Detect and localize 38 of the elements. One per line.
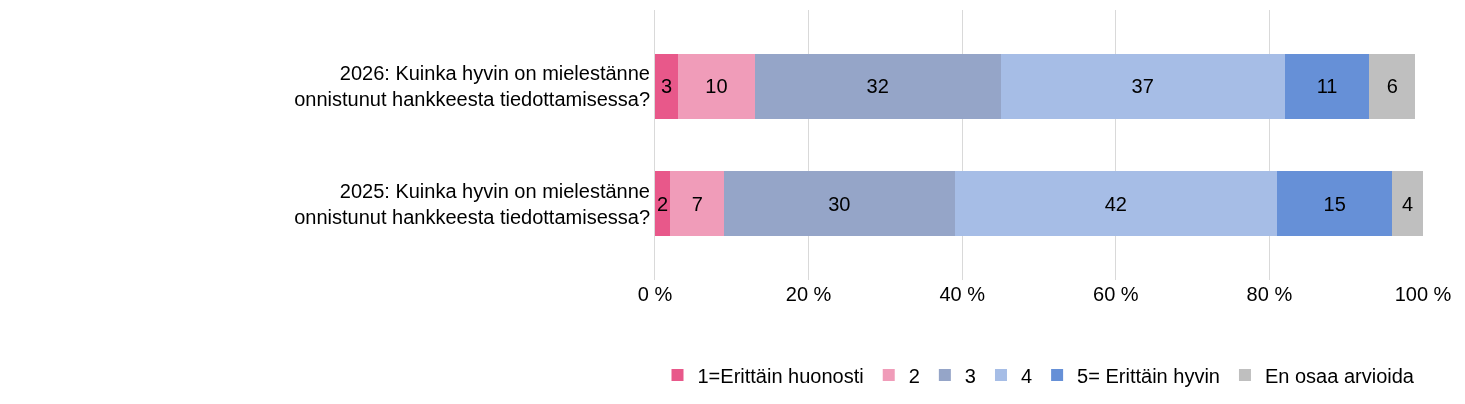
legend-label: 2	[908, 364, 920, 387]
data-label: 4	[1402, 192, 1414, 215]
bar	[754, 54, 1001, 119]
x-tick-label: 0 %	[637, 283, 673, 305]
legend-label: 5= Erittäin hyvin	[1077, 364, 1220, 387]
data-label: 6	[1386, 75, 1398, 98]
legend-label: 4	[1020, 364, 1033, 387]
y-tick-label: 2025: Kuinka hyvin on mielestänne onnistunut hankkeesta tiedottamisessa?	[294, 179, 650, 228]
x-tick-label: 80 %	[1246, 283, 1293, 305]
x-tick-label: 60 %	[1093, 283, 1139, 305]
bar	[655, 171, 671, 236]
data-label: 2	[657, 192, 669, 215]
data-label: 15	[1323, 192, 1346, 215]
x-tick-label: 40 %	[939, 283, 986, 305]
bar	[1369, 54, 1416, 119]
bar	[670, 171, 725, 236]
bar	[1000, 54, 1285, 119]
y-tick-label: 2026: Kuinka hyvin on mielestänne onnistunut hankkeesta tiedottamisessa?	[294, 62, 650, 111]
bar	[1284, 54, 1370, 119]
data-label: 3	[660, 75, 673, 98]
x-tick-label: 20 %	[785, 283, 832, 305]
bar	[678, 54, 755, 119]
legend-label: 3	[964, 364, 976, 387]
data-label: 11	[1316, 75, 1338, 98]
data-label: 7	[691, 192, 703, 215]
legend-label: En osaa arvioida	[1264, 364, 1415, 387]
data-label: 10	[705, 75, 728, 98]
data-label: 42	[1104, 192, 1127, 215]
bar	[655, 54, 679, 119]
data-label: 30	[828, 192, 851, 215]
x-tick-label: 100 %	[1394, 283, 1452, 305]
legend-label: 1=Erittäin huonosti	[697, 364, 864, 387]
bar	[1392, 171, 1423, 236]
data-label: 32	[866, 75, 889, 98]
data-label: 37	[1131, 75, 1154, 98]
bar	[1277, 171, 1393, 236]
bar	[954, 171, 1278, 236]
bar	[724, 171, 955, 236]
